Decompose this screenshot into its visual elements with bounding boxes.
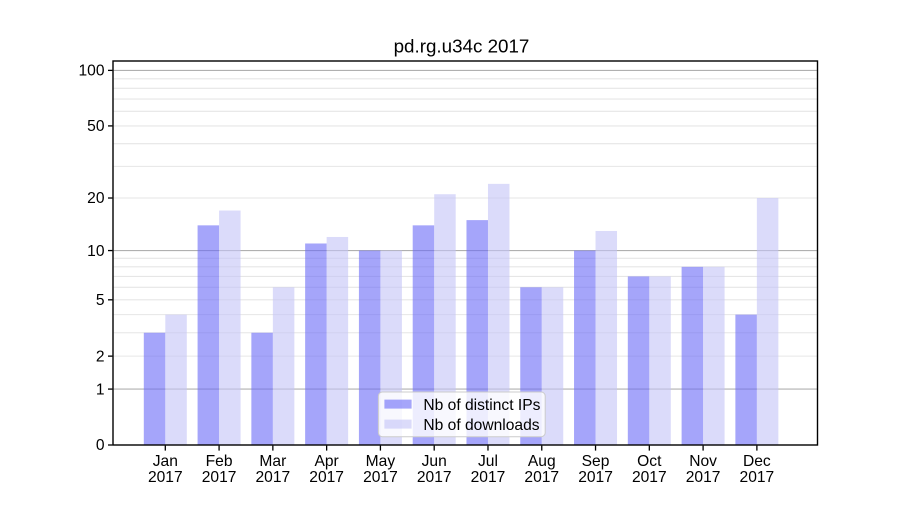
svg-text:2017: 2017 (578, 469, 613, 486)
svg-text:20: 20 (87, 190, 105, 207)
svg-text:2017: 2017 (202, 469, 237, 486)
svg-text:Apr: Apr (314, 453, 338, 470)
svg-text:2017: 2017 (524, 469, 559, 486)
svg-text:Sep: Sep (582, 453, 610, 470)
svg-text:100: 100 (78, 63, 104, 80)
svg-text:2017: 2017 (363, 469, 398, 486)
svg-text:2017: 2017 (309, 469, 344, 486)
svg-text:0: 0 (96, 437, 105, 454)
svg-text:10: 10 (87, 243, 105, 260)
svg-text:Aug: Aug (528, 453, 556, 470)
svg-text:2017: 2017 (686, 469, 721, 486)
svg-text:Jul: Jul (478, 453, 498, 470)
svg-text:5: 5 (96, 292, 105, 309)
svg-text:pd.rg.u34c 2017: pd.rg.u34c 2017 (394, 35, 530, 56)
svg-text:Oct: Oct (637, 453, 662, 470)
svg-text:Nov: Nov (689, 453, 717, 470)
svg-text:Nb of distinct IPs: Nb of distinct IPs (423, 397, 540, 414)
svg-text:2017: 2017 (471, 469, 506, 486)
svg-text:2017: 2017 (256, 469, 291, 486)
svg-text:Mar: Mar (259, 453, 286, 470)
svg-text:2017: 2017 (632, 469, 667, 486)
svg-text:Nb of downloads: Nb of downloads (423, 417, 539, 434)
svg-text:1: 1 (96, 381, 105, 398)
svg-text:Feb: Feb (206, 453, 233, 470)
svg-text:2017: 2017 (417, 469, 452, 486)
svg-text:Jan: Jan (153, 453, 178, 470)
svg-text:2017: 2017 (148, 469, 183, 486)
svg-text:Jun: Jun (422, 453, 447, 470)
svg-text:2: 2 (96, 348, 105, 365)
svg-text:May: May (366, 453, 396, 470)
svg-text:2017: 2017 (740, 469, 775, 486)
svg-text:50: 50 (87, 118, 105, 135)
svg-text:Dec: Dec (743, 453, 771, 470)
